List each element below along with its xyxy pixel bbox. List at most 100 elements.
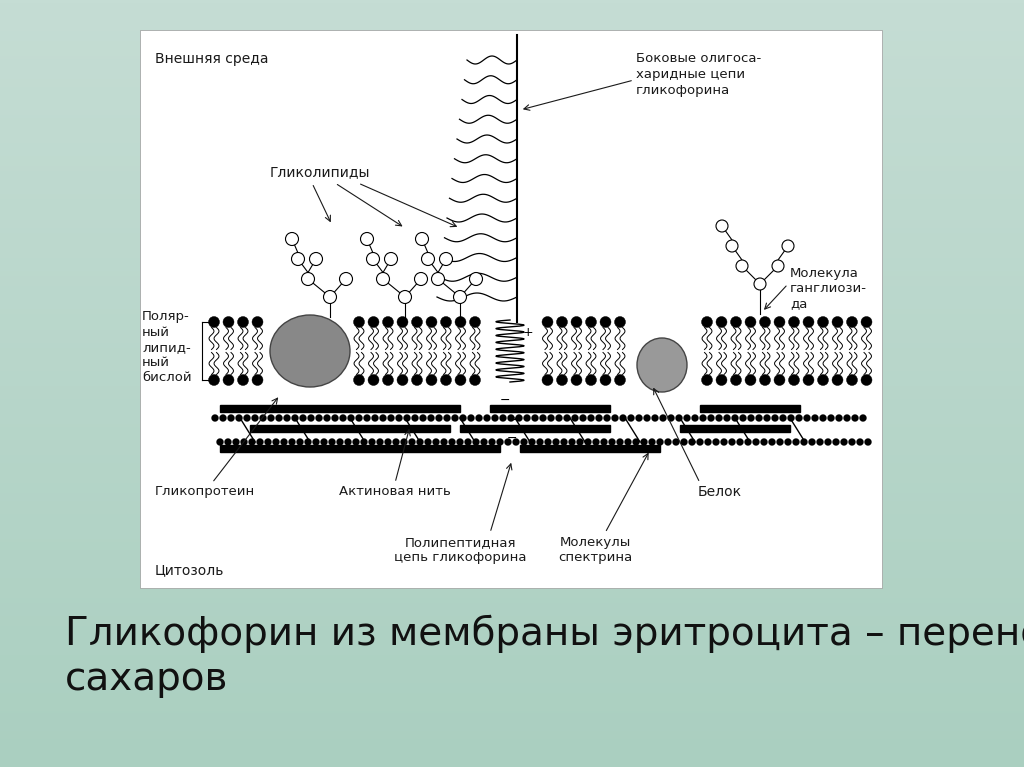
Circle shape xyxy=(648,439,655,446)
Circle shape xyxy=(488,439,496,446)
Circle shape xyxy=(563,414,570,422)
Circle shape xyxy=(267,414,274,422)
Circle shape xyxy=(460,414,467,422)
Circle shape xyxy=(344,439,351,446)
Circle shape xyxy=(571,317,582,328)
Circle shape xyxy=(779,414,786,422)
Circle shape xyxy=(292,252,304,265)
Circle shape xyxy=(542,374,553,386)
Circle shape xyxy=(353,317,365,328)
Circle shape xyxy=(628,414,635,422)
Circle shape xyxy=(548,414,555,422)
Ellipse shape xyxy=(637,338,687,392)
Circle shape xyxy=(384,252,397,265)
Circle shape xyxy=(395,414,402,422)
Circle shape xyxy=(355,414,362,422)
Circle shape xyxy=(608,439,615,446)
Circle shape xyxy=(586,317,597,328)
Circle shape xyxy=(803,374,814,386)
Circle shape xyxy=(856,439,863,446)
Circle shape xyxy=(353,374,365,386)
Circle shape xyxy=(640,439,647,446)
Circle shape xyxy=(309,252,323,265)
Circle shape xyxy=(586,374,597,386)
Circle shape xyxy=(736,439,743,446)
Circle shape xyxy=(537,439,544,446)
Text: −: − xyxy=(507,432,517,445)
Circle shape xyxy=(748,414,755,422)
Circle shape xyxy=(681,439,687,446)
Circle shape xyxy=(500,414,507,422)
Circle shape xyxy=(540,414,547,422)
Circle shape xyxy=(761,439,768,446)
Circle shape xyxy=(440,374,452,386)
Circle shape xyxy=(596,414,602,422)
Circle shape xyxy=(455,374,466,386)
Circle shape xyxy=(284,414,291,422)
Circle shape xyxy=(360,232,374,245)
Circle shape xyxy=(223,374,234,386)
Circle shape xyxy=(360,439,368,446)
Circle shape xyxy=(760,317,770,328)
Circle shape xyxy=(417,439,424,446)
Circle shape xyxy=(337,439,343,446)
Circle shape xyxy=(600,374,611,386)
Circle shape xyxy=(833,439,840,446)
Text: цепь гликофорина: цепь гликофорина xyxy=(394,551,526,564)
Circle shape xyxy=(367,252,380,265)
Circle shape xyxy=(616,439,624,446)
Text: ганглиози-: ганглиози- xyxy=(790,282,867,295)
Circle shape xyxy=(788,374,800,386)
Circle shape xyxy=(774,374,785,386)
Circle shape xyxy=(377,272,389,285)
Text: Полипептидная: Полипептидная xyxy=(404,536,516,549)
Circle shape xyxy=(252,317,263,328)
Circle shape xyxy=(731,414,738,422)
Circle shape xyxy=(301,272,314,285)
Circle shape xyxy=(847,374,857,386)
Circle shape xyxy=(380,414,386,422)
Circle shape xyxy=(469,317,480,328)
Circle shape xyxy=(716,414,723,422)
Circle shape xyxy=(831,317,843,328)
Circle shape xyxy=(803,317,814,328)
Circle shape xyxy=(816,439,823,446)
Circle shape xyxy=(716,220,728,232)
Circle shape xyxy=(398,291,412,304)
Circle shape xyxy=(412,317,423,328)
Circle shape xyxy=(425,439,431,446)
Circle shape xyxy=(227,414,234,422)
Circle shape xyxy=(439,252,453,265)
Circle shape xyxy=(427,414,434,422)
Circle shape xyxy=(472,439,479,446)
Circle shape xyxy=(455,317,466,328)
Circle shape xyxy=(636,414,642,422)
Circle shape xyxy=(244,414,251,422)
Circle shape xyxy=(611,414,618,422)
Circle shape xyxy=(403,414,411,422)
Bar xyxy=(520,445,660,452)
Circle shape xyxy=(238,317,249,328)
Circle shape xyxy=(600,439,607,446)
Circle shape xyxy=(688,439,695,446)
Circle shape xyxy=(796,414,803,422)
Circle shape xyxy=(754,278,766,290)
Circle shape xyxy=(788,317,800,328)
Bar xyxy=(680,424,790,432)
Circle shape xyxy=(836,414,843,422)
Text: харидные цепи: харидные цепи xyxy=(636,68,745,81)
Bar xyxy=(140,30,882,588)
Circle shape xyxy=(368,374,379,386)
Circle shape xyxy=(420,414,427,422)
Text: Гликолипиды: Гликолипиды xyxy=(269,165,371,179)
Circle shape xyxy=(321,439,328,446)
Circle shape xyxy=(286,232,299,245)
Text: бислой: бислой xyxy=(142,371,191,384)
Circle shape xyxy=(468,414,474,422)
Circle shape xyxy=(216,439,223,446)
Circle shape xyxy=(497,439,504,446)
Text: Белок: Белок xyxy=(698,485,742,499)
Circle shape xyxy=(553,439,559,446)
Circle shape xyxy=(824,439,831,446)
Circle shape xyxy=(299,414,306,422)
